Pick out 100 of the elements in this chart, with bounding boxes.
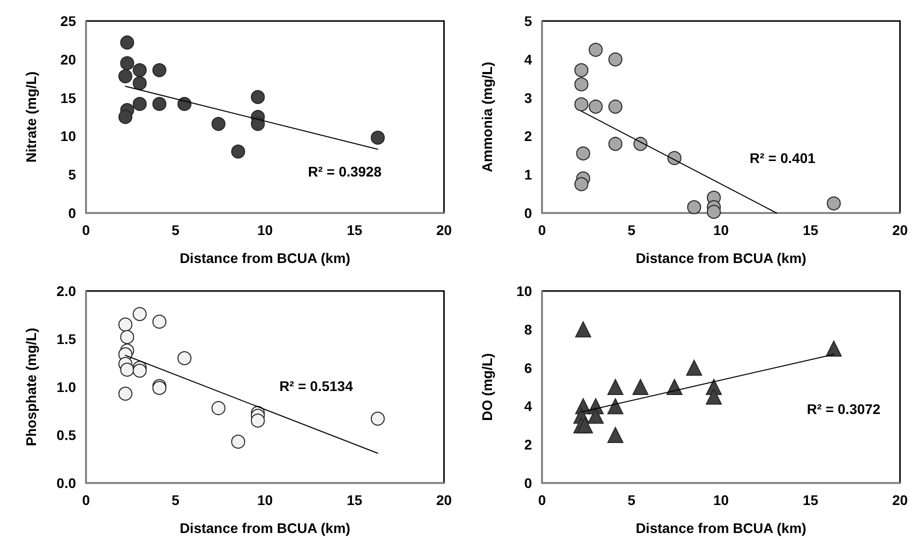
x-tick-label: 10 [713,492,729,508]
point [686,360,702,376]
y-tick-label: 20 [60,51,76,68]
x-tick-label: 0 [538,492,546,508]
x-tick-label: 20 [892,492,908,508]
point [633,136,648,151]
point [132,96,147,111]
y-tick-label: 15 [60,90,76,106]
point [250,90,265,104]
point [132,307,147,322]
x-tick-label: 5 [172,222,180,238]
point [607,427,624,443]
point [576,417,593,434]
point [118,318,132,332]
y-tick-label: 25 [60,13,76,29]
point [152,63,166,78]
y-tick-label: 0 [68,205,76,221]
point [687,200,702,214]
x-tick-label: 10 [257,492,273,508]
point [177,351,192,366]
point [576,146,590,160]
x-tick-label: 20 [436,222,452,238]
y-tick-label: 1.5 [56,331,76,347]
x-tick-label: 20 [892,222,908,238]
x-tick-label: 10 [713,222,729,238]
point [370,130,385,145]
x-tick-label: 20 [436,492,452,508]
y-tick-label: 10 [516,283,532,299]
point [211,116,226,131]
point [574,77,588,92]
point [574,177,588,192]
y-tick-label: 6 [524,360,532,376]
y-tick-label: 2 [524,436,532,453]
y-axis-title: Phosphate (mg/L) [23,328,39,446]
y-tick-label: 5 [68,166,76,183]
point [120,362,134,377]
x-tick-label: 15 [346,492,362,508]
point [607,398,624,414]
y-tick-label: 8 [524,321,532,338]
point [177,96,192,111]
point [588,100,603,114]
x-tick-label: 5 [172,492,180,508]
y-tick-label: 1 [524,166,532,183]
x-axis-title: Distance from BCUA (km) [636,520,806,536]
point [588,408,604,424]
y-tick-label: 4 [524,51,532,68]
x-tick-label: 15 [802,492,818,508]
y-axis-title: Ammonia (mg/L) [479,62,495,172]
y-tick-label: 0 [524,475,532,491]
point [152,96,166,111]
point [706,388,722,405]
y-tick-label: 5 [524,13,532,29]
x-tick-label: 5 [628,492,636,508]
point [826,340,842,357]
point [118,69,132,84]
y-tick-label: 3 [524,90,532,106]
point [588,42,603,57]
point [608,52,622,66]
point [608,136,622,151]
y-tick-label: 1.0 [56,379,76,395]
point [574,63,588,78]
x-tick-label: 0 [538,222,546,238]
point [132,76,147,90]
point [250,116,265,131]
point [132,63,147,78]
point [118,386,132,401]
x-tick-label: 15 [802,222,818,238]
y-axis-title: DO (mg/L) [479,353,495,421]
point [211,401,226,416]
y-tick-label: 10 [60,128,76,144]
point [607,379,624,395]
point [118,110,132,124]
point [250,414,265,428]
point [608,100,622,114]
y-tick-label: 2 [524,128,532,144]
y-tick-label: 0.0 [56,475,76,491]
x-axis-title: Distance from BCUA (km) [636,250,806,266]
y-tick-label: 0.5 [56,427,76,443]
x-tick-label: 0 [82,492,90,508]
point [120,56,134,70]
y-tick-label: 0 [524,205,532,221]
point [231,144,246,159]
point [706,204,721,219]
x-axis-title: Distance from BCUA (km) [180,520,350,536]
point [574,97,588,112]
point [152,314,166,329]
annotation: R² = 0.3928 [308,164,382,180]
point [231,434,246,449]
annotation: R² = 0.5134 [279,378,354,394]
x-tick-label: 15 [346,222,362,238]
y-tick-label: 2.0 [56,283,76,299]
point [632,379,648,395]
point [132,364,147,378]
point [120,330,134,344]
point [826,196,841,210]
point [575,321,592,338]
x-tick-label: 10 [257,222,273,238]
annotation: R² = 0.3072 [806,401,881,418]
x-tick-label: 0 [82,222,90,238]
annotation: R² = 0.401 [750,150,816,166]
